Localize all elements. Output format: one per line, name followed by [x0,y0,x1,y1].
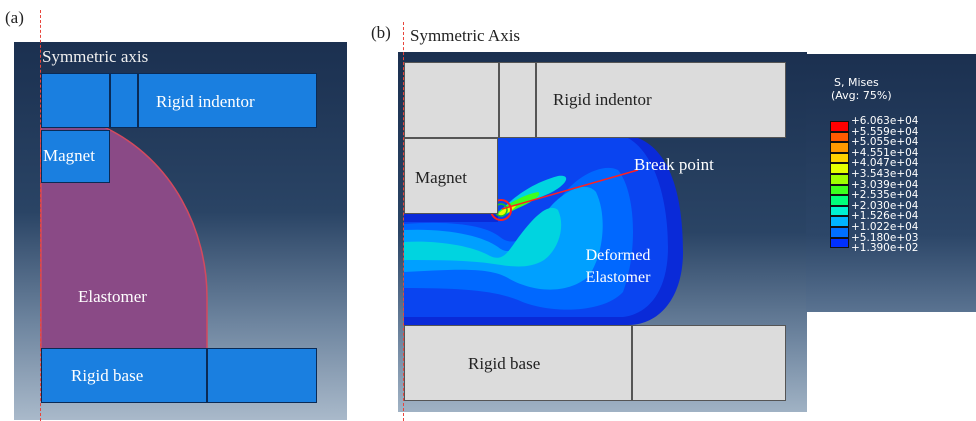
legend-swatch [830,131,849,143]
symmetric-axis-line-a [40,10,41,421]
rigid-indentor-label-a: Rigid indentor [156,92,255,111]
legend-value: +3.039e+04 [851,178,919,191]
legend-swatch [830,237,849,249]
indentor-b-left [404,62,499,138]
legend-value: +3.543e+04 [851,168,919,180]
magnet-block-b [404,138,498,214]
stress-contour [404,138,683,325]
rigid-indentor-label-b: Rigid indentor [553,90,652,109]
legend-swatch [830,227,849,238]
magnet-block-a [41,130,110,183]
legend-swatch [830,195,849,206]
legend-value: +4.551e+04 [851,146,919,159]
break-point-label: Break point [634,155,714,174]
elastomer-label-a: Elastomer [78,287,147,306]
legend-swatch [830,184,849,196]
indentor-b-right [536,62,786,138]
magnet-label-a: Magnet [43,146,95,165]
legend-swatch [830,121,849,132]
deformed-elastomer-label: Deformed Elastomer [585,247,651,286]
indentor-b-mid [499,62,536,138]
rigid-base-label-a: Rigid base [71,366,144,385]
legend-value: +2.535e+04 [851,189,919,202]
symmetric-axis-line-b [403,22,404,421]
base-b-right [632,325,786,401]
legend-swatch [830,205,849,217]
stress-legend: S, Mises (Avg: 75%) +6.063e+04 +5.559e+04… [806,54,976,312]
indentor-mid-block [110,73,138,128]
symmetric-axis-label-a: Symmetric axis [42,47,149,66]
legend-value: +1.022e+04 [851,221,919,233]
panel-b-label: (b) [371,23,391,42]
rigid-base-label-b: Rigid base [468,354,541,373]
base-right-block [207,348,317,403]
panel-a-label: (a) [5,8,24,27]
legend-value: +1.390e+02 [851,242,919,255]
legend-value: +5.055e+04 [851,136,919,149]
legend-swatch [830,142,849,153]
legend-swatch [830,174,849,185]
legend-value: +5.180e+03 [851,231,919,244]
legend-swatch [830,152,849,164]
legend-value: +6.063e+04 [851,115,919,127]
base-left-block [41,348,207,403]
panel-b-viewport: Rigid indentor Magnet Break point Deform… [398,52,807,412]
base-b-left [404,325,632,401]
legend-value: +2.030e+04 [851,199,919,212]
indentor-right-block [138,73,317,128]
legend-value: +5.559e+04 [851,125,919,138]
legend-scale: +6.063e+04 +5.559e+04 +5.055e+04 +4.551e+04… [830,116,976,296]
symmetric-axis-label-b: Symmetric Axis [410,26,521,45]
legend-value: +1.526e+04 [851,210,919,223]
magnet-label-b: Magnet [415,168,467,187]
panel-a-viewport: Rigid indentor Magnet Elastomer Rigid ba… [14,42,347,420]
indentor-left-block [41,73,110,128]
legend-swatch [830,216,849,227]
legend-swatch [830,163,849,174]
legend-value: +4.047e+04 [851,157,919,170]
legend-subtitle: (Avg: 75%) [831,89,892,102]
legend-title: S, Mises [834,76,879,89]
